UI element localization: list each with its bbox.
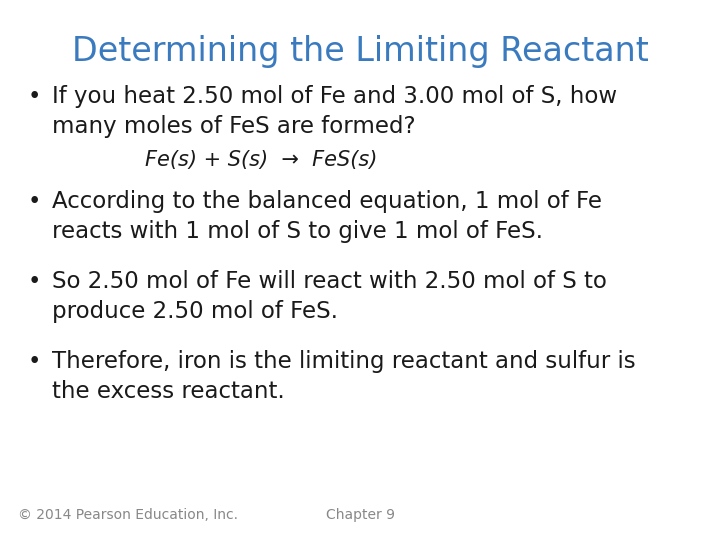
Text: reacts with 1 mol of S to give 1 mol of FeS.: reacts with 1 mol of S to give 1 mol of …	[52, 220, 543, 243]
Text: According to the balanced equation, 1 mol of Fe: According to the balanced equation, 1 mo…	[52, 190, 602, 213]
Text: •: •	[28, 350, 41, 373]
Text: •: •	[28, 270, 41, 293]
Text: Determining the Limiting Reactant: Determining the Limiting Reactant	[71, 35, 649, 68]
Text: the excess reactant.: the excess reactant.	[52, 380, 284, 403]
Text: © 2014 Pearson Education, Inc.: © 2014 Pearson Education, Inc.	[18, 508, 238, 522]
Text: Chapter 9: Chapter 9	[325, 508, 395, 522]
Text: •: •	[28, 85, 41, 108]
Text: So 2.50 mol of Fe will react with 2.50 mol of S to: So 2.50 mol of Fe will react with 2.50 m…	[52, 270, 607, 293]
Text: Fe(s) + S(s)  →  FeS(s): Fe(s) + S(s) → FeS(s)	[145, 150, 377, 170]
Text: produce 2.50 mol of FeS.: produce 2.50 mol of FeS.	[52, 300, 338, 323]
Text: •: •	[28, 190, 41, 213]
Text: If you heat 2.50 mol of Fe and 3.00 mol of S, how: If you heat 2.50 mol of Fe and 3.00 mol …	[52, 85, 617, 108]
Text: Therefore, iron is the limiting reactant and sulfur is: Therefore, iron is the limiting reactant…	[52, 350, 636, 373]
Text: many moles of FeS are formed?: many moles of FeS are formed?	[52, 115, 415, 138]
